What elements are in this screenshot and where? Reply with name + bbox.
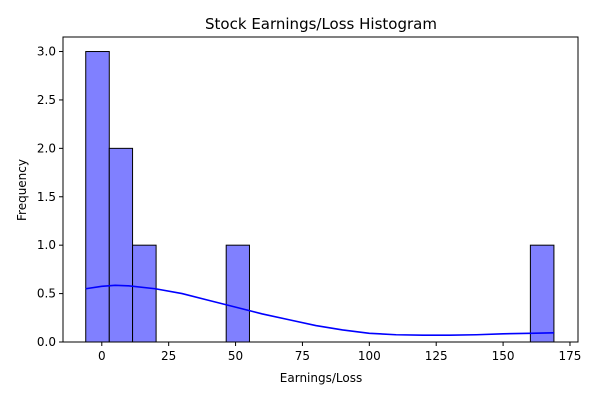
x-tick-label: 0 <box>98 349 106 363</box>
y-tick-label: 0.0 <box>37 335 56 349</box>
x-tick-label: 125 <box>425 349 448 363</box>
y-tick-label: 0.5 <box>37 287 56 301</box>
plot-frame <box>62 36 579 343</box>
y-tick-label: 1.0 <box>37 238 56 252</box>
x-ticks: 0 25 50 75 100 125 150 175 <box>98 342 581 363</box>
histogram-bar <box>225 244 250 343</box>
y-tick-label: 1.5 <box>37 190 56 204</box>
y-tick-label: 2.0 <box>37 141 56 155</box>
y-tick-label: 2.5 <box>37 93 56 107</box>
histogram-bar <box>108 147 134 343</box>
x-tick-label: 175 <box>559 349 582 363</box>
bars-group <box>85 51 555 343</box>
chart-title: Stock Earnings/Loss Histogram <box>205 15 437 33</box>
histogram-bar <box>529 244 555 343</box>
y-tick-label: 3.0 <box>37 45 56 59</box>
x-axis-label: Earnings/Loss <box>280 371 362 385</box>
histogram-bar <box>132 244 157 343</box>
x-tick-label: 50 <box>228 349 243 363</box>
x-tick-label: 75 <box>295 349 310 363</box>
histogram-bar <box>85 51 110 343</box>
kde-curve <box>85 284 554 337</box>
y-axis-label: Frequency <box>15 159 29 221</box>
x-tick-label: 100 <box>358 349 381 363</box>
x-tick-label: 25 <box>161 349 176 363</box>
y-ticks: 0.0 0.5 1.0 1.5 2.0 2.5 3.0 <box>37 45 63 349</box>
x-tick-label: 150 <box>492 349 515 363</box>
